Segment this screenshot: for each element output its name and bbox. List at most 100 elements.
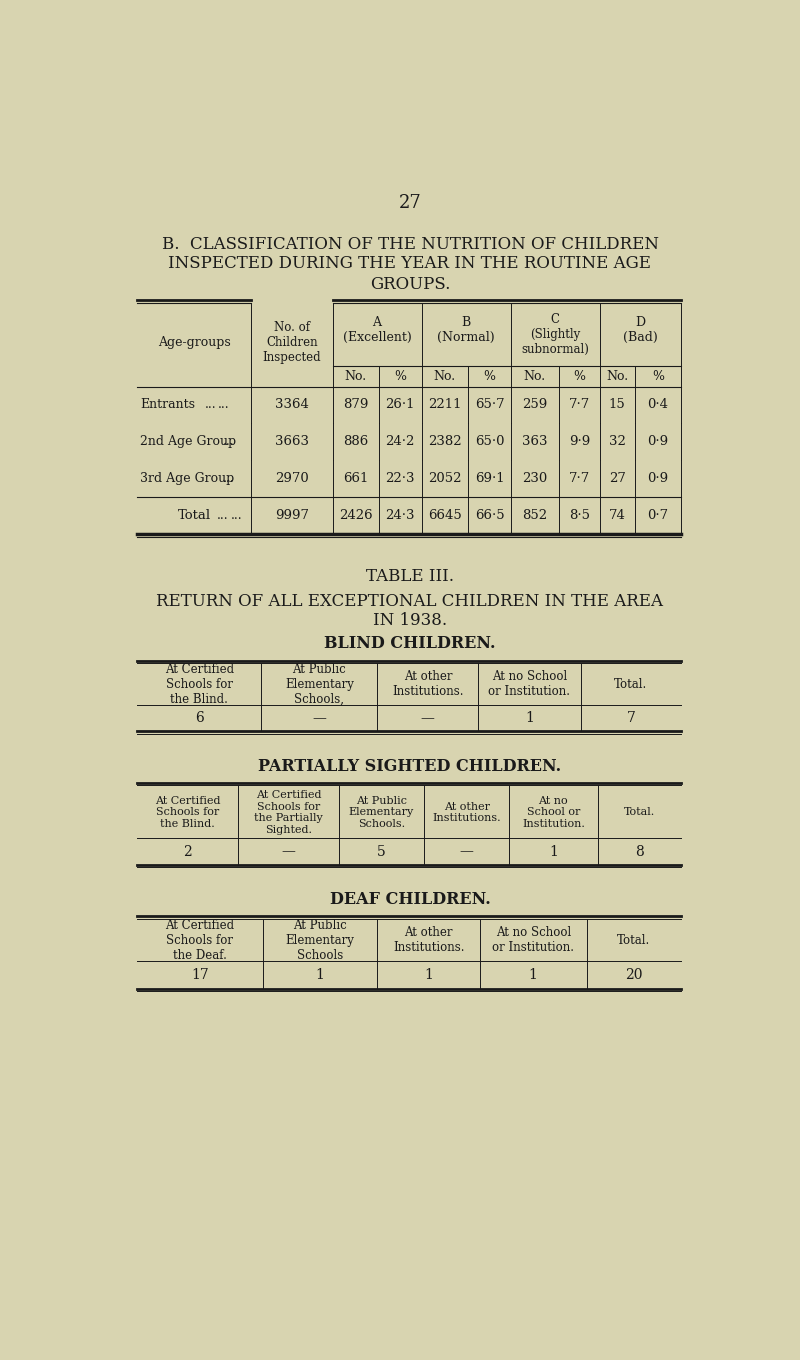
- Text: 0·9: 0·9: [647, 472, 669, 486]
- Text: —: —: [460, 845, 474, 858]
- Text: 0·4: 0·4: [647, 398, 669, 412]
- Text: 879: 879: [343, 398, 369, 412]
- Text: 27: 27: [398, 194, 422, 212]
- Text: 2211: 2211: [428, 398, 462, 412]
- Text: At no School
or Institution.: At no School or Institution.: [492, 926, 574, 955]
- Text: A
(Excellent): A (Excellent): [342, 316, 411, 344]
- Text: 0·9: 0·9: [647, 435, 669, 449]
- Text: %: %: [483, 370, 495, 384]
- Text: 2382: 2382: [428, 435, 462, 449]
- Text: 230: 230: [522, 472, 547, 486]
- Text: 661: 661: [343, 472, 369, 486]
- Text: 69·1: 69·1: [474, 472, 504, 486]
- Text: At Public
Elementary
Schools: At Public Elementary Schools: [286, 918, 354, 962]
- Text: %: %: [394, 370, 406, 384]
- Text: B
(Normal): B (Normal): [438, 316, 495, 344]
- Text: 1: 1: [549, 845, 558, 858]
- Text: ...: ...: [218, 398, 230, 412]
- Text: 852: 852: [522, 510, 547, 522]
- Text: ...: ...: [223, 472, 234, 486]
- Text: 27: 27: [609, 472, 626, 486]
- Text: At Public
Elementary
Schools.: At Public Elementary Schools.: [349, 796, 414, 828]
- Text: 17: 17: [191, 968, 209, 982]
- Text: At Certified
Schools for
the Blind.: At Certified Schools for the Blind.: [165, 662, 234, 706]
- Text: PARTIALLY SIGHTED CHILDREN.: PARTIALLY SIGHTED CHILDREN.: [258, 758, 562, 775]
- Text: B.  CLASSIFICATION OF THE NUTRITION OF CHILDREN: B. CLASSIFICATION OF THE NUTRITION OF CH…: [162, 235, 658, 253]
- Text: 0·7: 0·7: [647, 510, 669, 522]
- Text: GROUPS.: GROUPS.: [370, 276, 450, 292]
- Text: TABLE III.: TABLE III.: [366, 568, 454, 585]
- Text: No. of
Children
Inspected: No. of Children Inspected: [262, 321, 321, 364]
- Text: At Public
Elementary
Schools,: At Public Elementary Schools,: [285, 662, 354, 706]
- Text: Total.: Total.: [624, 808, 655, 817]
- Text: 3364: 3364: [275, 398, 309, 412]
- Text: DEAF CHILDREN.: DEAF CHILDREN.: [330, 891, 490, 908]
- Text: %: %: [652, 370, 664, 384]
- Text: ...: ...: [217, 510, 228, 522]
- Text: At no
School or
Institution.: At no School or Institution.: [522, 796, 585, 828]
- Text: 9997: 9997: [275, 510, 309, 522]
- Text: ...: ...: [230, 510, 242, 522]
- Text: 65·7: 65·7: [474, 398, 504, 412]
- Text: 65·0: 65·0: [474, 435, 504, 449]
- Text: At Certified
Schools for
the Deaf.: At Certified Schools for the Deaf.: [166, 918, 234, 962]
- Text: 6645: 6645: [428, 510, 462, 522]
- Text: 8: 8: [635, 845, 644, 858]
- Text: 2970: 2970: [275, 472, 309, 486]
- Text: At Certified
Schools for
the Blind.: At Certified Schools for the Blind.: [155, 796, 220, 828]
- Text: —: —: [421, 711, 434, 725]
- Text: 2426: 2426: [339, 510, 373, 522]
- Text: 259: 259: [522, 398, 547, 412]
- Text: At no School
or Institution.: At no School or Institution.: [488, 670, 570, 699]
- Text: 24·2: 24·2: [386, 435, 415, 449]
- Text: 66·5: 66·5: [474, 510, 504, 522]
- Text: Age-groups: Age-groups: [158, 336, 230, 350]
- Text: 1: 1: [529, 968, 538, 982]
- Text: 9·9: 9·9: [569, 435, 590, 449]
- Text: %: %: [574, 370, 586, 384]
- Text: 2nd Age Group: 2nd Age Group: [140, 435, 237, 449]
- Text: 3rd Age Group: 3rd Age Group: [140, 472, 234, 486]
- Text: INSPECTED DURING THE YEAR IN THE ROUTINE AGE: INSPECTED DURING THE YEAR IN THE ROUTINE…: [169, 254, 651, 272]
- Text: IN 1938.: IN 1938.: [373, 612, 447, 630]
- Text: 1: 1: [424, 968, 433, 982]
- Text: BLIND CHILDREN.: BLIND CHILDREN.: [324, 635, 496, 653]
- Text: ...: ...: [223, 435, 234, 449]
- Text: Total.: Total.: [618, 933, 650, 947]
- Text: Entrants: Entrants: [140, 398, 195, 412]
- Text: 363: 363: [522, 435, 547, 449]
- Text: ...: ...: [205, 398, 217, 412]
- Text: 74: 74: [609, 510, 626, 522]
- Text: 7·7: 7·7: [569, 398, 590, 412]
- Text: 1: 1: [316, 968, 325, 982]
- Text: 1: 1: [525, 711, 534, 725]
- Text: 15: 15: [609, 398, 626, 412]
- Text: 24·3: 24·3: [386, 510, 415, 522]
- Text: No.: No.: [606, 370, 628, 384]
- Text: 8·5: 8·5: [569, 510, 590, 522]
- Text: 5: 5: [377, 845, 386, 858]
- Text: 32: 32: [609, 435, 626, 449]
- Text: At Certified
Schools for
the Partially
Sighted.: At Certified Schools for the Partially S…: [254, 790, 322, 835]
- Text: 26·1: 26·1: [386, 398, 415, 412]
- Text: No.: No.: [345, 370, 367, 384]
- Text: C
(Slightly
subnormal): C (Slightly subnormal): [522, 313, 590, 356]
- Text: —: —: [282, 845, 295, 858]
- Text: 2: 2: [183, 845, 192, 858]
- Text: Total: Total: [178, 510, 210, 522]
- Text: At other
Institutions.: At other Institutions.: [393, 926, 464, 955]
- Text: 2052: 2052: [428, 472, 462, 486]
- Text: RETURN OF ALL EXCEPTIONAL CHILDREN IN THE AREA: RETURN OF ALL EXCEPTIONAL CHILDREN IN TH…: [157, 593, 663, 609]
- Text: 886: 886: [343, 435, 368, 449]
- Text: 7: 7: [626, 711, 635, 725]
- Text: Total.: Total.: [614, 679, 647, 691]
- Text: No.: No.: [434, 370, 456, 384]
- Text: At other
Institutions.: At other Institutions.: [392, 670, 463, 699]
- Text: —: —: [312, 711, 326, 725]
- Text: 20: 20: [626, 968, 642, 982]
- Text: No.: No.: [524, 370, 546, 384]
- Text: 3663: 3663: [275, 435, 309, 449]
- Text: At other
Institutions.: At other Institutions.: [432, 801, 501, 823]
- Text: 7·7: 7·7: [569, 472, 590, 486]
- Text: 22·3: 22·3: [386, 472, 415, 486]
